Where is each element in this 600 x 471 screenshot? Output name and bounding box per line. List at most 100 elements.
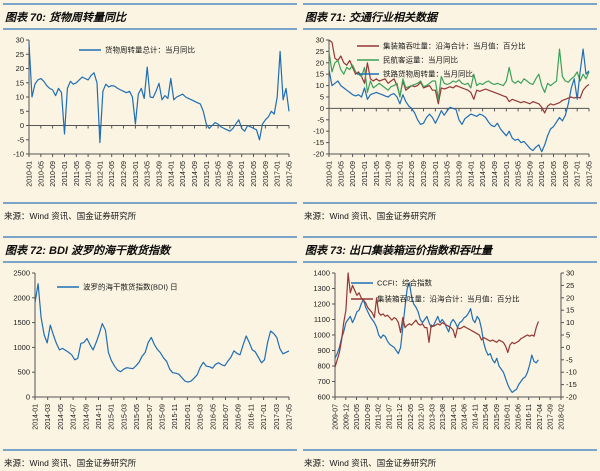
figure-71-chart: -20 -15 -10 -5 0 5 10 15 20 25 30 2010-01 2010-05 201…: [303, 32, 597, 201]
figure-73-title: 图表 73: 出口集装箱运价指数和吞吐量: [305, 245, 493, 257]
figure-72-titlebar: 图表 72: BDI 波罗的海干散货指数: [3, 236, 297, 263]
svg-text:10: 10: [16, 93, 24, 102]
svg-text:2016-01: 2016-01: [185, 404, 192, 430]
series-line: [34, 283, 290, 383]
figure-71-title: 图表 71: 交通行业相关数据: [305, 12, 438, 24]
svg-text:25: 25: [566, 281, 574, 290]
svg-text:2015-11: 2015-11: [172, 404, 179, 429]
svg-text:2015-04: 2015-04: [483, 404, 490, 430]
figure-block-71: 图表 71: 交通行业相关数据 -20 -15 -10 -5 0 5 10 15 20 25 30 2…: [303, 3, 597, 224]
svg-text:2014-09: 2014-09: [192, 161, 199, 187]
legend-label: 铁路货物周转量：当月同比: [383, 69, 473, 79]
legend-label: 波罗的海干散货指数(BDI) 日: [83, 282, 178, 292]
series-line: [328, 48, 590, 153]
figure-70-sourcebar: 来源：Wind 资讯、国金证券研究所: [3, 202, 297, 224]
series-line: [328, 39, 590, 114]
svg-text:2012-05: 2012-05: [409, 161, 416, 187]
svg-text:-15: -15: [313, 138, 324, 147]
svg-text:2014-11: 2014-11: [96, 404, 103, 429]
svg-text:2016-05: 2016-05: [551, 161, 558, 187]
figure-70-source: 来源：Wind 资讯、国金证券研究所: [4, 211, 137, 221]
legend-label: 集装箱吞吐量：沿海合计：当月值：百分比: [383, 41, 526, 51]
svg-text:2011-09: 2011-09: [386, 161, 393, 186]
svg-text:2000: 2000: [13, 293, 30, 302]
svg-text:-10: -10: [313, 127, 324, 136]
svg-text:2013-09: 2013-09: [157, 161, 164, 187]
svg-text:0: 0: [566, 343, 570, 352]
svg-text:25: 25: [316, 47, 324, 56]
svg-text:2010-01: 2010-01: [27, 161, 34, 187]
figure-block-73: 图表 73: 出口集装箱运价指数和吞吐量 600 700 800 900 1000 110…: [303, 236, 597, 471]
svg-text:2017-01: 2017-01: [575, 161, 582, 187]
svg-text:-5: -5: [17, 135, 24, 144]
svg-text:2015-09: 2015-09: [227, 161, 234, 187]
svg-text:2017-05: 2017-05: [287, 161, 294, 187]
legend-label: CCFI：综合指数: [377, 278, 432, 288]
svg-text:15: 15: [316, 70, 324, 79]
svg-text:-15: -15: [566, 380, 577, 389]
svg-text:900: 900: [317, 346, 330, 355]
chart-svg: -10 -5 0 5 10 15 20 25 30 2010-01 2010-05 2010-09 20…: [13, 36, 294, 187]
svg-text:2015-09: 2015-09: [527, 161, 534, 187]
svg-text:2015-05: 2015-05: [134, 404, 141, 430]
svg-text:5: 5: [566, 331, 570, 340]
svg-text:2016-11: 2016-11: [248, 404, 255, 429]
svg-text:0: 0: [320, 104, 324, 113]
chart-svg: 600 700 800 900 1000 1100 1200 1300 1400 -20 -15 -1…: [313, 269, 577, 430]
svg-text:2016-01: 2016-01: [505, 404, 512, 430]
figure-73-source: 来源：Wind 资讯、国金证券研究所: [304, 458, 437, 468]
svg-text:2017-05: 2017-05: [287, 404, 294, 430]
svg-text:2011-01: 2011-01: [362, 161, 369, 186]
svg-text:0: 0: [20, 121, 24, 130]
legend-label: 民航客运量：当月同比: [383, 55, 458, 65]
svg-text:2014-07: 2014-07: [71, 404, 78, 430]
svg-text:700: 700: [317, 377, 330, 386]
svg-text:2011-05: 2011-05: [74, 161, 81, 186]
svg-text:2011-02: 2011-02: [376, 404, 383, 429]
svg-text:30: 30: [16, 36, 24, 45]
svg-text:2015-07: 2015-07: [147, 404, 154, 430]
svg-text:2015-05: 2015-05: [516, 161, 523, 187]
svg-text:2016-05: 2016-05: [251, 161, 258, 187]
svg-text:2012-05: 2012-05: [109, 161, 116, 187]
svg-text:2013-09: 2013-09: [457, 161, 464, 187]
figure-71-sourcebar: 来源：Wind 资讯、国金证券研究所: [303, 202, 597, 224]
figure-71-source: 来源：Wind 资讯、国金证券研究所: [304, 211, 437, 221]
figure-70-titlebar: 图表 70: 货物周转量同比: [3, 3, 297, 30]
svg-text:2011-09: 2011-09: [86, 161, 93, 186]
svg-text:2009-12: 2009-12: [343, 404, 350, 430]
svg-text:2010-05: 2010-05: [38, 161, 45, 187]
svg-text:2016-07: 2016-07: [223, 404, 230, 430]
svg-text:2018-02: 2018-02: [559, 404, 566, 430]
svg-text:-5: -5: [566, 355, 573, 364]
svg-text:2011-12: 2011-12: [397, 404, 404, 429]
svg-text:2012-09: 2012-09: [121, 161, 128, 187]
series-line: [28, 42, 290, 144]
svg-text:2011-01: 2011-01: [62, 161, 69, 186]
svg-text:2010-09: 2010-09: [50, 161, 57, 187]
svg-text:2017-03: 2017-03: [274, 404, 281, 430]
svg-text:30: 30: [566, 269, 574, 278]
svg-text:2016-06: 2016-06: [516, 404, 523, 430]
figure-70-chart: -10 -5 0 5 10 15 20 25 30 2010-01 2010-05 2010-09 20…: [3, 32, 297, 201]
svg-text:1200: 1200: [313, 300, 330, 309]
svg-text:1100: 1100: [314, 315, 330, 324]
svg-text:2016-09: 2016-09: [236, 404, 243, 430]
svg-text:2014-01: 2014-01: [33, 404, 40, 430]
figure-72-source: 来源：Wind 资讯、国金证券研究所: [4, 458, 137, 468]
svg-text:1500: 1500: [13, 318, 30, 327]
svg-text:2017-09: 2017-09: [548, 404, 555, 430]
svg-text:1300: 1300: [313, 284, 330, 293]
svg-text:2013-01: 2013-01: [133, 161, 140, 187]
svg-text:1000: 1000: [313, 331, 330, 340]
svg-text:2013-05: 2013-05: [445, 161, 452, 187]
figure-72-chart: 0 500 1000 1500 2000 2500 2014-01 2014-03 2014-0…: [3, 265, 297, 448]
svg-text:2014-09: 2014-09: [83, 404, 90, 430]
svg-text:2500: 2500: [13, 269, 30, 278]
svg-text:2010-09: 2010-09: [365, 404, 372, 430]
svg-text:2012-09: 2012-09: [421, 161, 428, 187]
svg-text:2014-11: 2014-11: [472, 404, 479, 429]
svg-text:15: 15: [566, 306, 574, 315]
svg-text:2009-07: 2009-07: [333, 404, 340, 430]
svg-text:-20: -20: [313, 150, 324, 159]
